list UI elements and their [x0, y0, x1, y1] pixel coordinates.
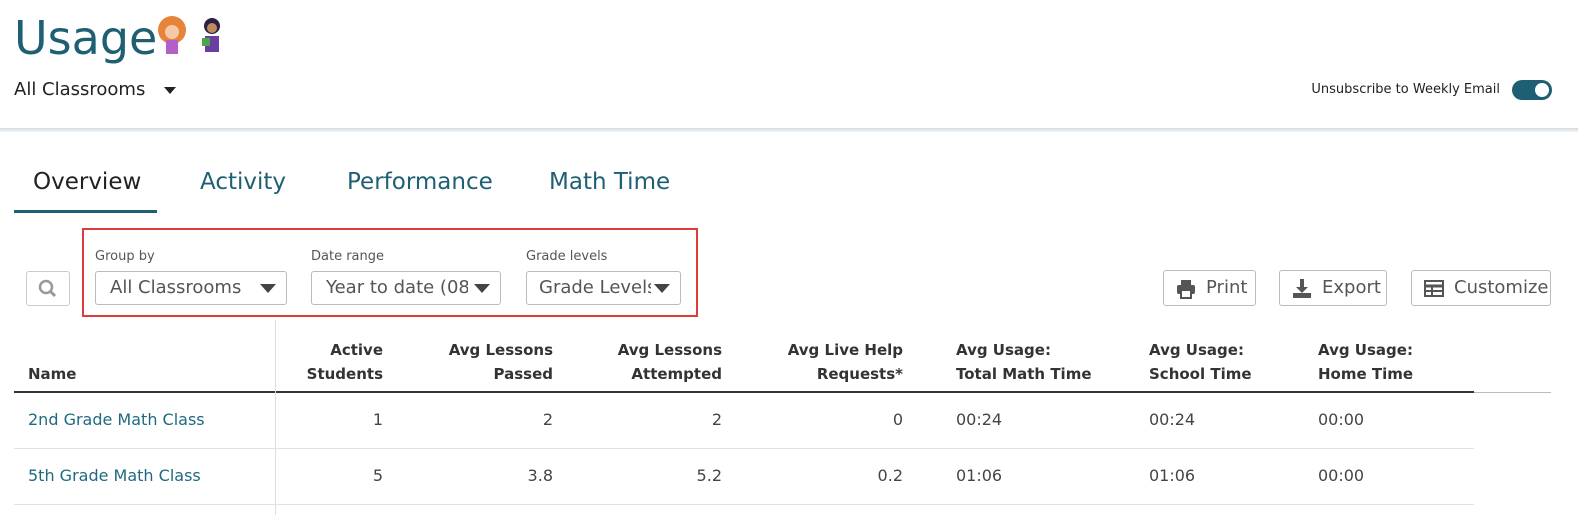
column-header: Avg Lessons Attempted — [607, 320, 722, 386]
row-border — [14, 504, 1474, 505]
table-cell: 5.2 — [696, 466, 722, 485]
column-header-text: Avg Lessons Passed — [448, 341, 553, 383]
email-toggle[interactable] — [1512, 80, 1552, 100]
column-header: Avg Live Help Requests* — [783, 320, 903, 386]
column-header-text: Active Students — [306, 341, 383, 383]
export-button[interactable]: Export — [1279, 270, 1387, 306]
table-cell: 5 — [372, 466, 383, 485]
column-header: Avg Usage: Total Math Time — [956, 320, 1096, 386]
table-cell: 01:06 — [1149, 466, 1196, 485]
filter-label: Date range — [311, 249, 385, 264]
page-title: Usage — [14, 11, 158, 65]
tab[interactable]: Activity — [200, 169, 287, 195]
tab[interactable]: Performance — [347, 169, 493, 195]
table-icon — [1424, 280, 1444, 297]
column-header-text: Avg Usage: Home Time — [1318, 341, 1414, 383]
column-header: Avg Usage: Home Time — [1318, 320, 1428, 386]
column-header: Name — [28, 320, 258, 386]
toggle-knob — [1535, 83, 1549, 97]
column-header: Avg Usage: School Time — [1149, 320, 1259, 386]
header-border — [14, 391, 1474, 393]
table-cell: 0.2 — [877, 466, 903, 485]
button-label: Customize — [1454, 277, 1549, 298]
table-cell: 01:06 — [956, 466, 1003, 485]
table-cell: 0 — [892, 410, 903, 429]
filter-label: Grade levels — [526, 249, 608, 264]
column-divider — [275, 320, 276, 515]
filter-select[interactable]: All Classrooms — [95, 271, 287, 305]
filter-value: All Classrooms — [110, 277, 242, 298]
table-cell: 2 — [711, 410, 722, 429]
active-tab-underline — [14, 210, 157, 213]
highlight-box — [82, 228, 698, 317]
classroom-select[interactable]: All Classrooms — [14, 79, 146, 100]
avatar-icons — [158, 16, 220, 54]
column-header: Active Students — [293, 320, 383, 386]
column-header-text: Avg Usage: Total Math Time — [956, 341, 1092, 383]
table-cell: 00:24 — [1149, 410, 1196, 429]
toggle-label: Unsubscribe to Weekly Email — [1311, 82, 1500, 97]
table-cell: 2nd Grade Math Class — [28, 409, 258, 431]
table-cell: 2 — [542, 410, 553, 429]
search-button[interactable] — [26, 271, 70, 306]
table-cell: 5th Grade Math Class — [28, 465, 258, 487]
table-cell: 00:24 — [956, 410, 1003, 429]
table-cell: 1 — [372, 410, 383, 429]
filter-value: Year to date (08/ — [326, 277, 468, 298]
customize-button[interactable]: Customize — [1411, 270, 1551, 306]
column-header-text: Avg Live Help Requests* — [787, 341, 903, 383]
search-icon — [38, 279, 57, 298]
classroom-link[interactable]: 2nd Grade Math Class — [28, 410, 205, 429]
export-icon — [1293, 279, 1311, 298]
table-cell: 00:00 — [1318, 466, 1365, 485]
tab[interactable]: Math Time — [549, 169, 671, 195]
filter-label: Group by — [95, 249, 155, 264]
column-header-text: Avg Usage: School Time — [1149, 341, 1252, 383]
table-cell: 3.8 — [527, 466, 553, 485]
button-label: Print — [1206, 277, 1248, 298]
row-border — [14, 448, 1474, 449]
filter-select[interactable]: Grade Levels — [526, 271, 681, 305]
button-label: Export — [1322, 277, 1381, 298]
header-border — [1474, 392, 1551, 393]
print-button[interactable]: Print — [1163, 270, 1256, 306]
tab[interactable]: Overview — [33, 169, 142, 195]
dropdown-caret[interactable] — [164, 87, 176, 94]
filter-select[interactable]: Year to date (08/ — [311, 271, 501, 305]
table-cell: 00:00 — [1318, 410, 1365, 429]
header-separator — [0, 128, 1578, 132]
print-icon — [1177, 280, 1195, 299]
classroom-link[interactable]: 5th Grade Math Class — [28, 466, 201, 485]
column-header-text: Name — [28, 365, 77, 383]
filter-value: Grade Levels — [539, 277, 651, 298]
column-header-text: Avg Lessons Attempted — [617, 341, 722, 383]
column-header: Avg Lessons Passed — [443, 320, 553, 386]
